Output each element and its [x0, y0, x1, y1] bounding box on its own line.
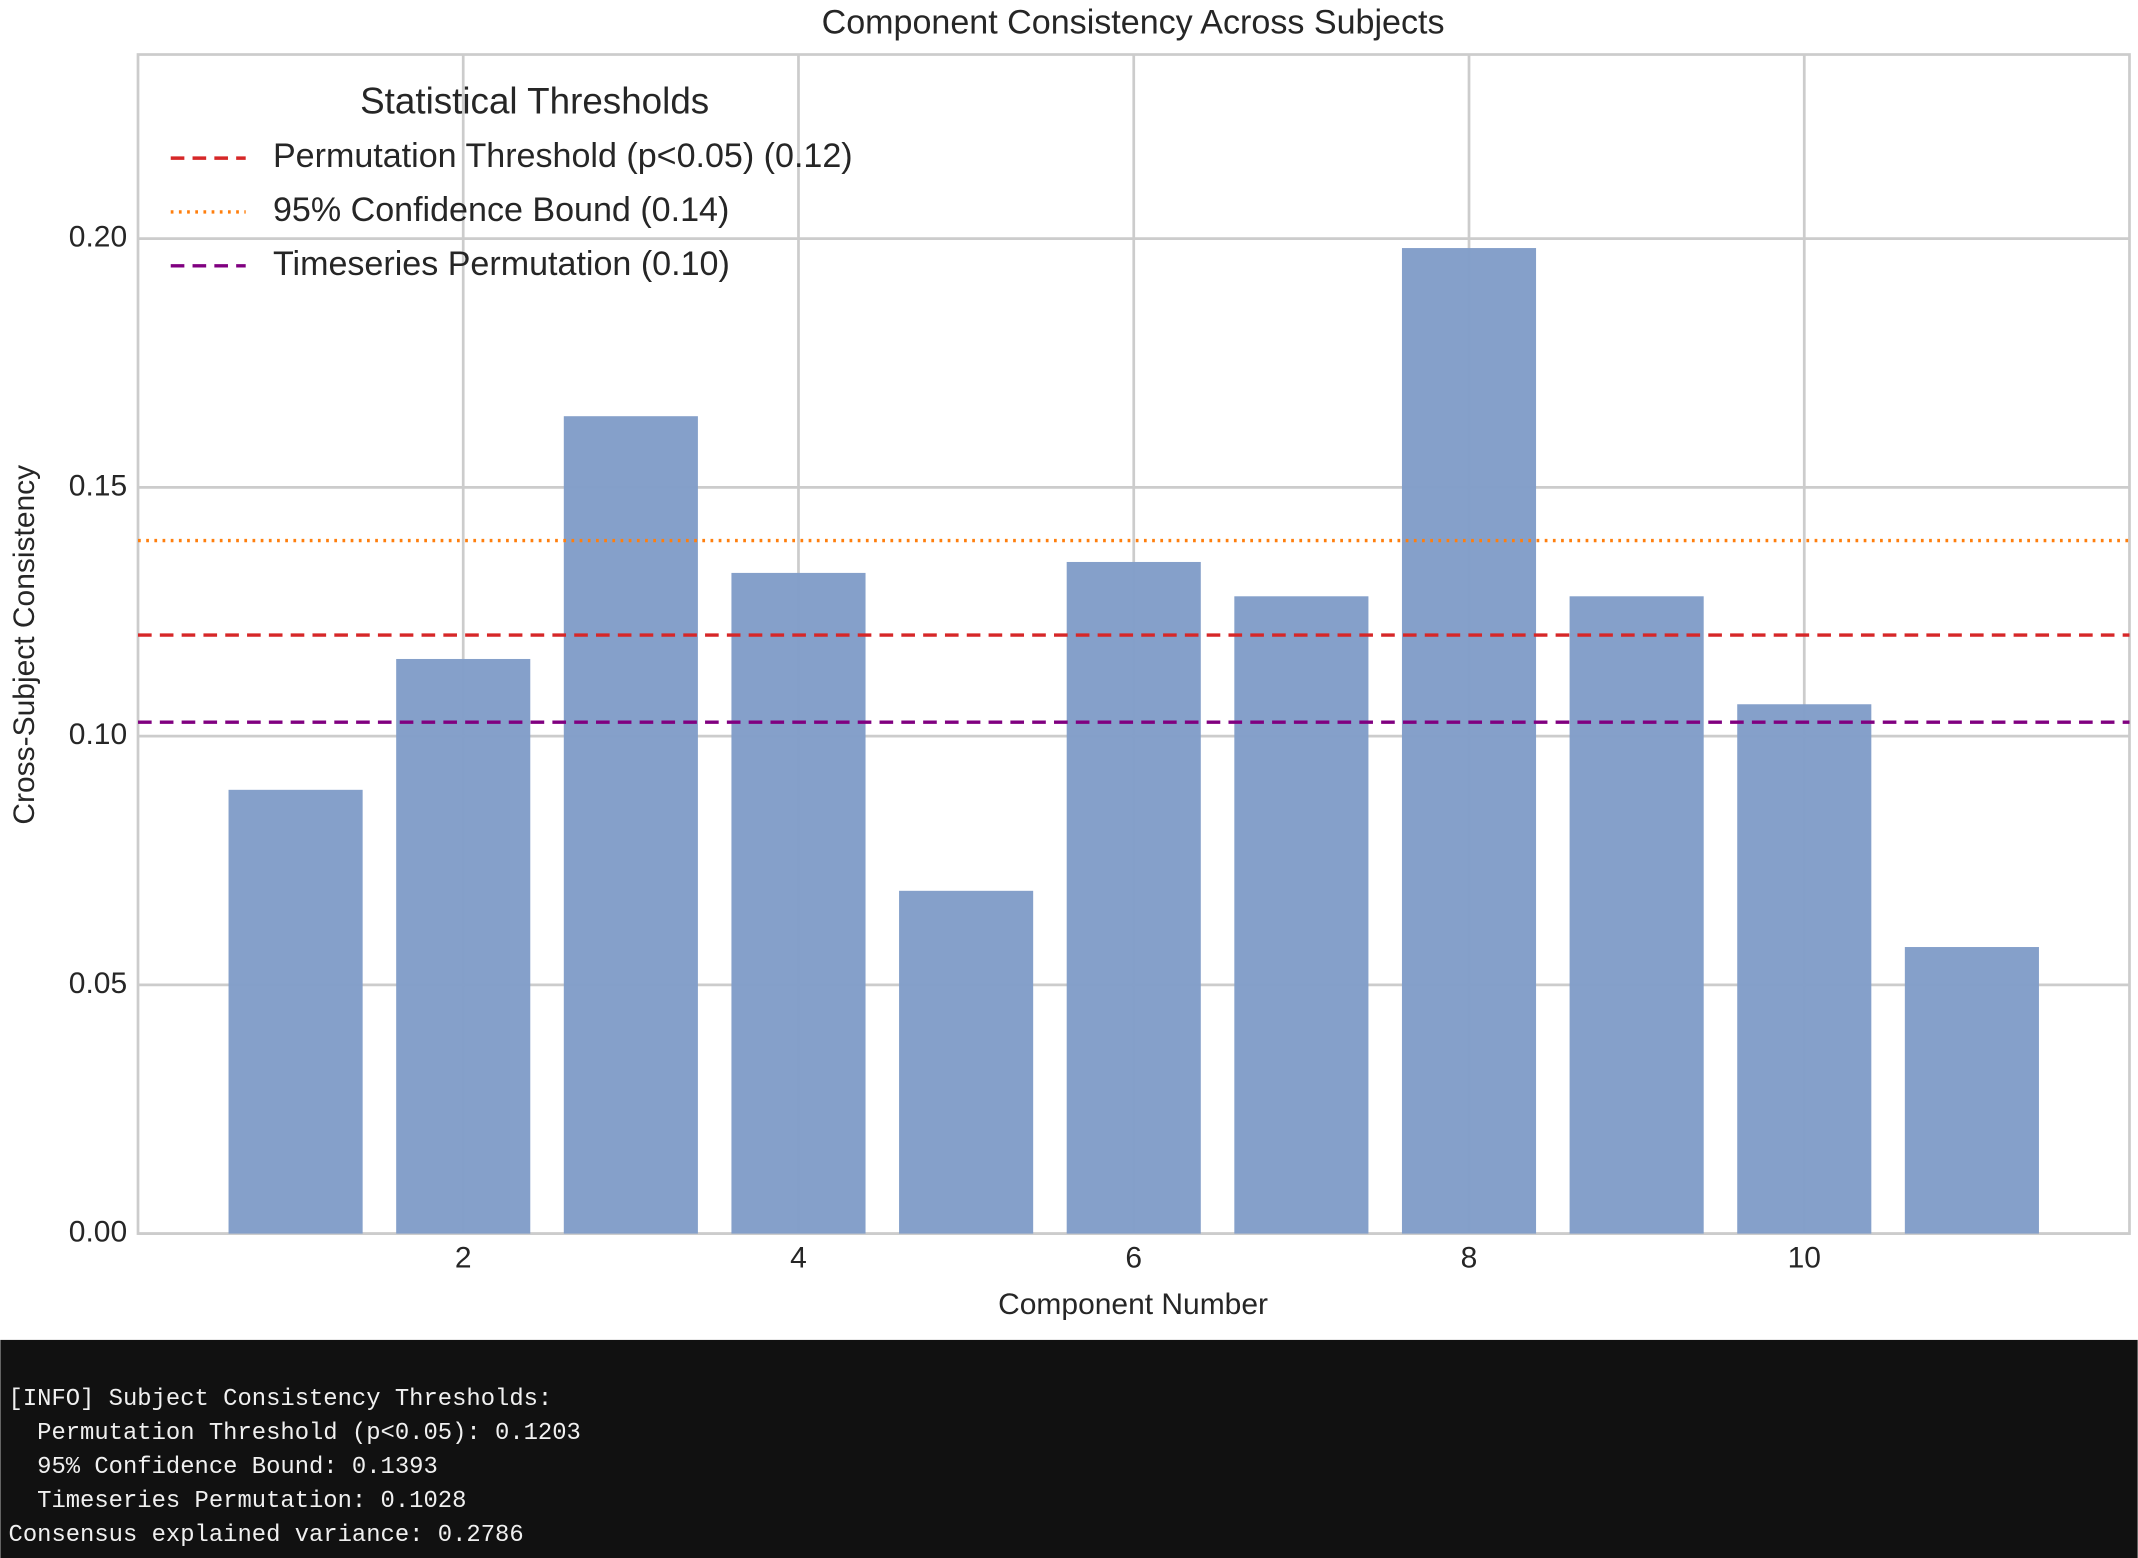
x-axis-label: Component Number [998, 1288, 1268, 1321]
x-tick-label: 8 [1461, 1241, 1478, 1274]
console-background [0, 1339, 2138, 1558]
y-tick-label: 0.00 [69, 1216, 127, 1249]
x-tick-label: 10 [1788, 1241, 1821, 1274]
legend-label: Permutation Threshold (p<0.05) (0.12) [273, 137, 853, 175]
y-tick-label: 0.20 [69, 221, 127, 254]
chart-title: Component Consistency Across Subjects [822, 4, 1445, 42]
legend-title: Statistical Thresholds [360, 80, 709, 121]
console-line: Timeseries Permutation: 0.1028 [9, 1488, 467, 1515]
bar [396, 658, 531, 1234]
bar [1569, 596, 1704, 1234]
bar [899, 890, 1034, 1234]
bar [563, 416, 698, 1234]
console-line: [INFO] Subject Consistency Thresholds: [9, 1386, 553, 1413]
console-line: Permutation Threshold (p<0.05): 0.1203 [9, 1420, 581, 1447]
bar [1904, 947, 2039, 1234]
bar [1737, 704, 1872, 1234]
legend-label: Timeseries Permutation (0.10) [273, 245, 730, 283]
bar [1401, 248, 1537, 1234]
y-tick-label: 0.15 [69, 469, 127, 502]
x-tick-label: 4 [790, 1241, 807, 1274]
bar [731, 572, 866, 1234]
bar [228, 789, 363, 1234]
console-line: Consensus explained variance: 0.2786 [9, 1522, 524, 1549]
bar [1066, 561, 1201, 1234]
bar [1234, 596, 1369, 1234]
y-axis-label: Cross-Subject Consistency [8, 465, 41, 825]
legend-label: 95% Confidence Bound (0.14) [273, 191, 729, 229]
x-tick-label: 6 [1125, 1241, 1142, 1274]
y-tick-label: 0.05 [69, 967, 127, 1000]
x-tick-label: 2 [455, 1241, 472, 1274]
y-tick-label: 0.10 [69, 718, 127, 751]
console-line: 95% Confidence Bound: 0.1393 [9, 1454, 438, 1481]
